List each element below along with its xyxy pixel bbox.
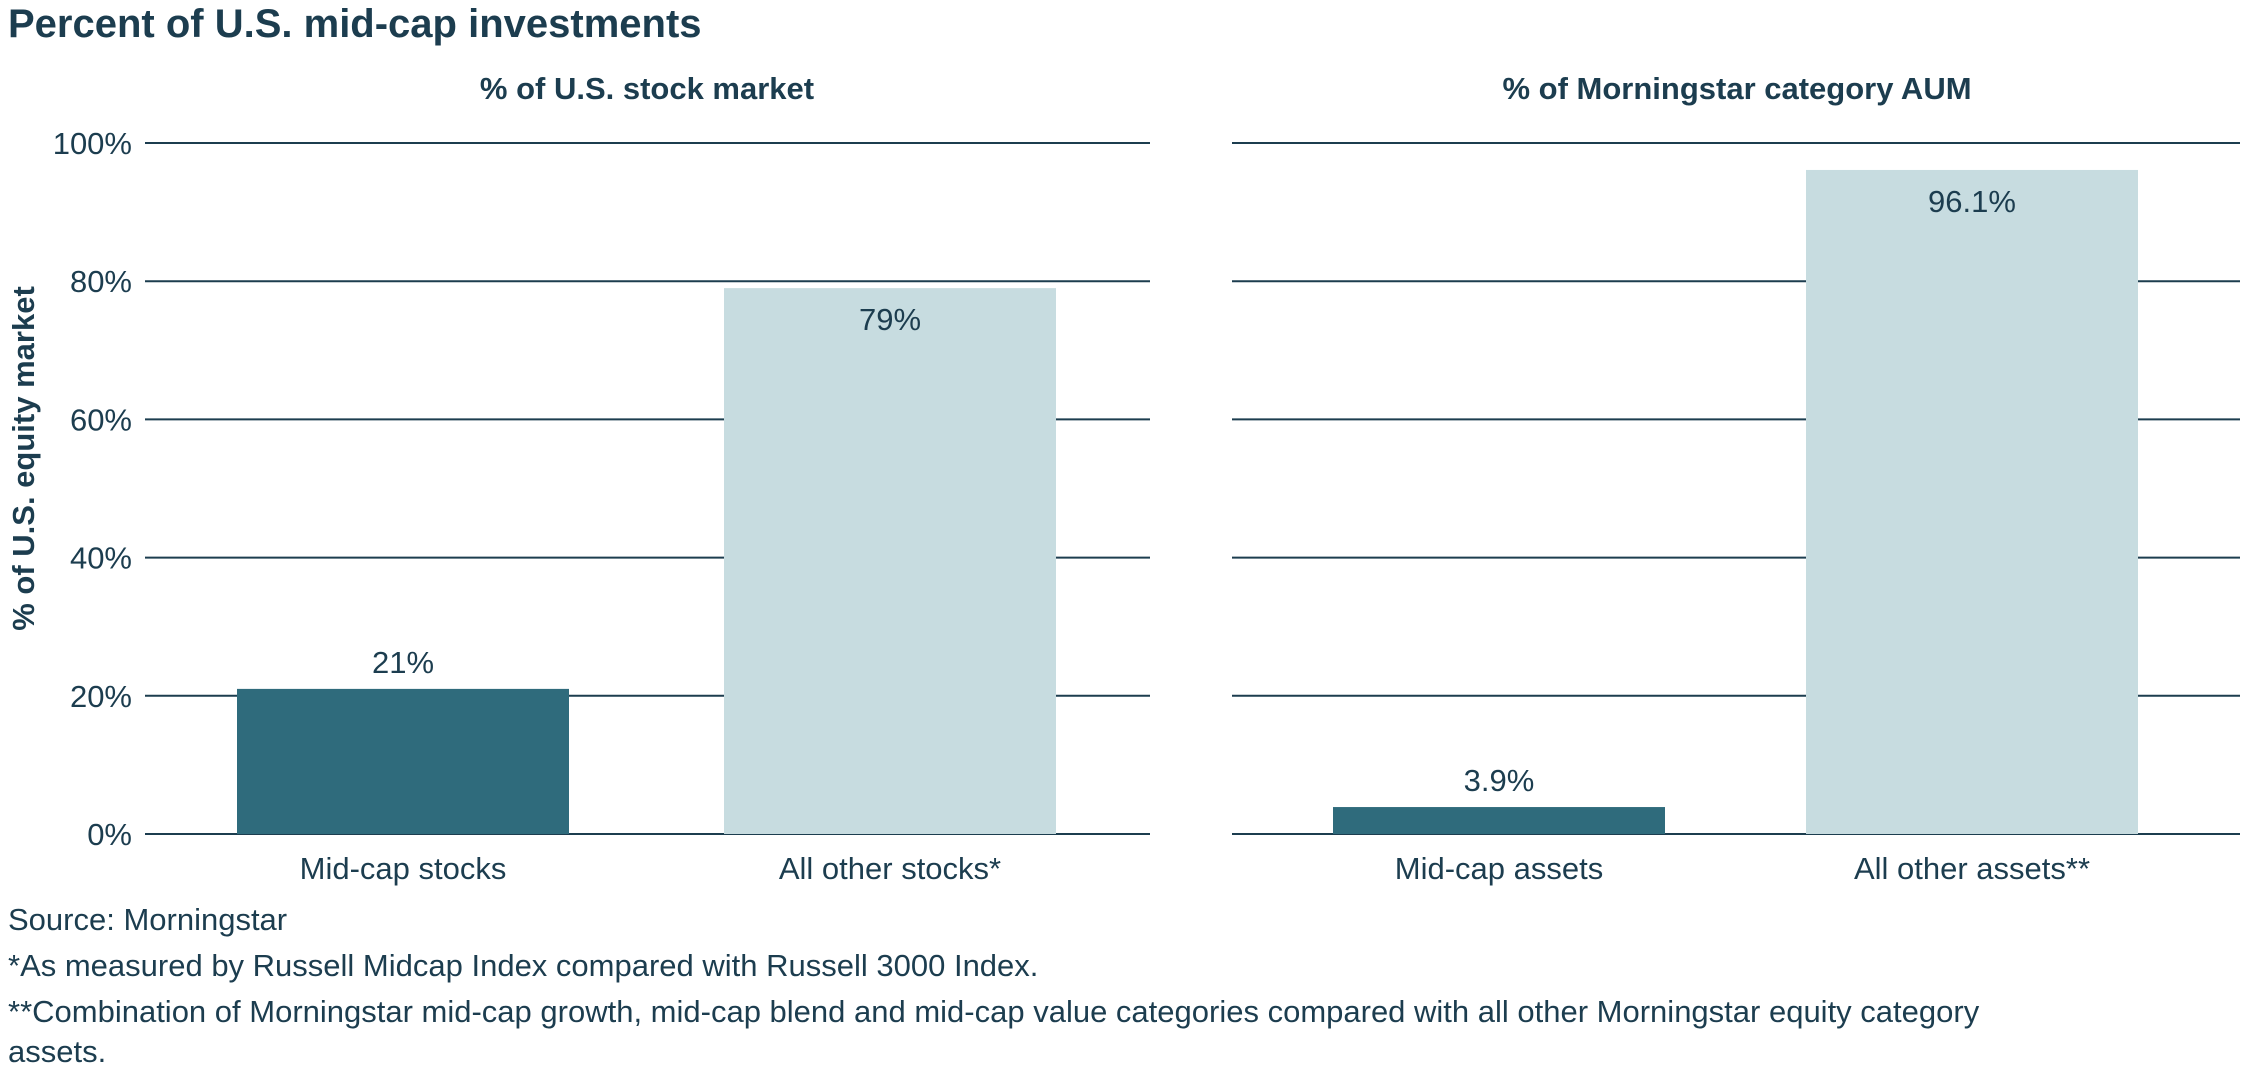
panel-title-2: % of Morningstar category AUM (1502, 71, 1971, 106)
chart-notes: Source: Morningstar *As measured by Russ… (8, 900, 2008, 1078)
footnote-1: *As measured by Russell Midcap Index com… (8, 948, 1039, 983)
data-label: 79% (859, 302, 921, 337)
bar-1 (237, 688, 569, 834)
panel-title-1: % of U.S. stock market (480, 71, 814, 106)
category-label: All other assets** (1854, 851, 2090, 886)
y-axis-label: % of U.S. equity market (6, 286, 41, 631)
chart-area: % of U.S. stock market 0% 20% 40% 60% 80% 100%… (6, 71, 2240, 886)
data-label: 21% (372, 645, 434, 680)
y-tick-label: 20% (70, 679, 132, 714)
y-tick-label: 100% (53, 126, 132, 161)
page-title: Percent of U.S. mid-cap investments (8, 2, 702, 46)
bar-1 (1333, 807, 1665, 834)
y-tick-label: 40% (70, 541, 132, 576)
y-tick-label: 0% (87, 817, 132, 852)
category-label: Mid-cap stocks (300, 851, 507, 886)
data-label: 3.9% (1464, 763, 1535, 798)
data-label: 96.1% (1928, 184, 2016, 219)
y-tick-label: 60% (70, 402, 132, 437)
bar-2 (1806, 169, 2138, 835)
bar-2 (724, 288, 1056, 834)
y-tick-label: 80% (70, 264, 132, 299)
footnote-2: **Combination of Morningstar mid-cap gro… (8, 994, 1980, 1069)
category-label: Mid-cap assets (1395, 851, 1603, 886)
category-label: All other stocks* (779, 851, 1001, 886)
source-note: Source: Morningstar (8, 902, 288, 937)
